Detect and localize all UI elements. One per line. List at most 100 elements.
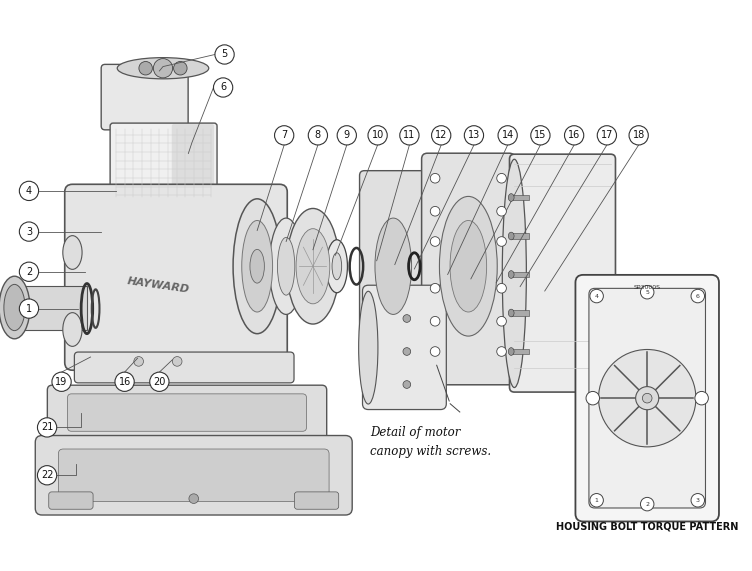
Text: 14: 14 xyxy=(502,130,514,140)
Ellipse shape xyxy=(233,199,281,333)
Ellipse shape xyxy=(241,220,272,312)
Ellipse shape xyxy=(439,196,497,336)
Text: Detail of motor: Detail of motor xyxy=(370,426,460,439)
Ellipse shape xyxy=(508,309,514,317)
Text: 10: 10 xyxy=(371,130,384,140)
Circle shape xyxy=(430,207,440,216)
Circle shape xyxy=(189,494,199,504)
FancyBboxPatch shape xyxy=(47,385,326,440)
FancyBboxPatch shape xyxy=(68,394,307,431)
Text: 3: 3 xyxy=(696,498,700,503)
Circle shape xyxy=(599,349,696,447)
Circle shape xyxy=(635,387,659,410)
Circle shape xyxy=(497,283,506,293)
Text: 1: 1 xyxy=(595,498,599,503)
Circle shape xyxy=(403,381,411,388)
Circle shape xyxy=(400,126,419,145)
Circle shape xyxy=(214,78,233,97)
Text: 19: 19 xyxy=(56,377,68,387)
Text: 16: 16 xyxy=(119,377,131,387)
Ellipse shape xyxy=(508,194,514,202)
FancyBboxPatch shape xyxy=(359,171,427,364)
Circle shape xyxy=(174,62,187,75)
FancyBboxPatch shape xyxy=(589,288,705,508)
Circle shape xyxy=(590,289,603,303)
Ellipse shape xyxy=(4,284,25,331)
Text: 17: 17 xyxy=(601,130,613,140)
Text: 9: 9 xyxy=(344,130,350,140)
Circle shape xyxy=(590,493,603,507)
Text: 12: 12 xyxy=(435,130,447,140)
Text: 5: 5 xyxy=(221,50,228,59)
Circle shape xyxy=(20,181,38,200)
Circle shape xyxy=(531,126,550,145)
Text: 21: 21 xyxy=(41,423,53,432)
Circle shape xyxy=(464,126,484,145)
Ellipse shape xyxy=(508,348,514,355)
Text: 3: 3 xyxy=(26,227,32,236)
FancyBboxPatch shape xyxy=(362,286,447,409)
Circle shape xyxy=(430,316,440,326)
Circle shape xyxy=(497,174,506,183)
Ellipse shape xyxy=(269,218,303,315)
Circle shape xyxy=(432,126,450,145)
Circle shape xyxy=(497,316,506,326)
Circle shape xyxy=(497,207,506,216)
Ellipse shape xyxy=(117,58,209,79)
FancyBboxPatch shape xyxy=(49,492,93,509)
Circle shape xyxy=(115,372,134,391)
Bar xyxy=(511,272,529,278)
FancyBboxPatch shape xyxy=(102,65,188,130)
Text: canopy with screws.: canopy with screws. xyxy=(370,445,491,458)
Circle shape xyxy=(308,126,328,145)
Ellipse shape xyxy=(63,236,82,270)
Circle shape xyxy=(497,347,506,356)
Text: 20: 20 xyxy=(153,377,165,387)
Bar xyxy=(511,195,529,200)
FancyBboxPatch shape xyxy=(575,275,719,521)
FancyBboxPatch shape xyxy=(74,352,294,383)
Circle shape xyxy=(641,286,654,299)
Circle shape xyxy=(134,356,144,366)
Circle shape xyxy=(565,126,584,145)
FancyBboxPatch shape xyxy=(294,492,338,509)
Text: 8: 8 xyxy=(315,130,321,140)
Ellipse shape xyxy=(359,291,378,404)
Text: 13: 13 xyxy=(468,130,480,140)
Circle shape xyxy=(139,62,153,75)
Circle shape xyxy=(20,222,38,241)
Text: 16: 16 xyxy=(568,130,581,140)
Circle shape xyxy=(52,372,71,391)
Bar xyxy=(511,233,529,239)
Circle shape xyxy=(274,126,294,145)
Circle shape xyxy=(38,418,56,437)
Ellipse shape xyxy=(508,271,514,278)
Circle shape xyxy=(403,315,411,323)
Circle shape xyxy=(641,497,654,511)
Circle shape xyxy=(172,356,182,366)
Circle shape xyxy=(20,262,38,282)
Text: 2: 2 xyxy=(645,502,649,506)
Circle shape xyxy=(629,126,648,145)
Text: 2: 2 xyxy=(26,267,32,277)
FancyBboxPatch shape xyxy=(125,195,196,224)
Text: HOUSING BOLT TORQUE PATTERN: HOUSING BOLT TORQUE PATTERN xyxy=(556,521,738,532)
Circle shape xyxy=(597,126,617,145)
Text: 15: 15 xyxy=(534,130,547,140)
Circle shape xyxy=(215,45,234,64)
Text: SP3000S: SP3000S xyxy=(634,286,661,291)
Text: 6: 6 xyxy=(220,82,226,93)
Ellipse shape xyxy=(0,276,30,339)
Circle shape xyxy=(20,299,38,318)
FancyBboxPatch shape xyxy=(65,184,287,370)
Ellipse shape xyxy=(250,250,265,283)
Circle shape xyxy=(403,348,411,355)
Circle shape xyxy=(430,347,440,356)
Circle shape xyxy=(586,392,599,405)
Text: 4: 4 xyxy=(26,186,32,196)
Circle shape xyxy=(691,493,705,507)
Circle shape xyxy=(38,465,56,485)
Circle shape xyxy=(430,283,440,293)
Text: 18: 18 xyxy=(632,130,644,140)
Text: 6: 6 xyxy=(696,293,699,299)
